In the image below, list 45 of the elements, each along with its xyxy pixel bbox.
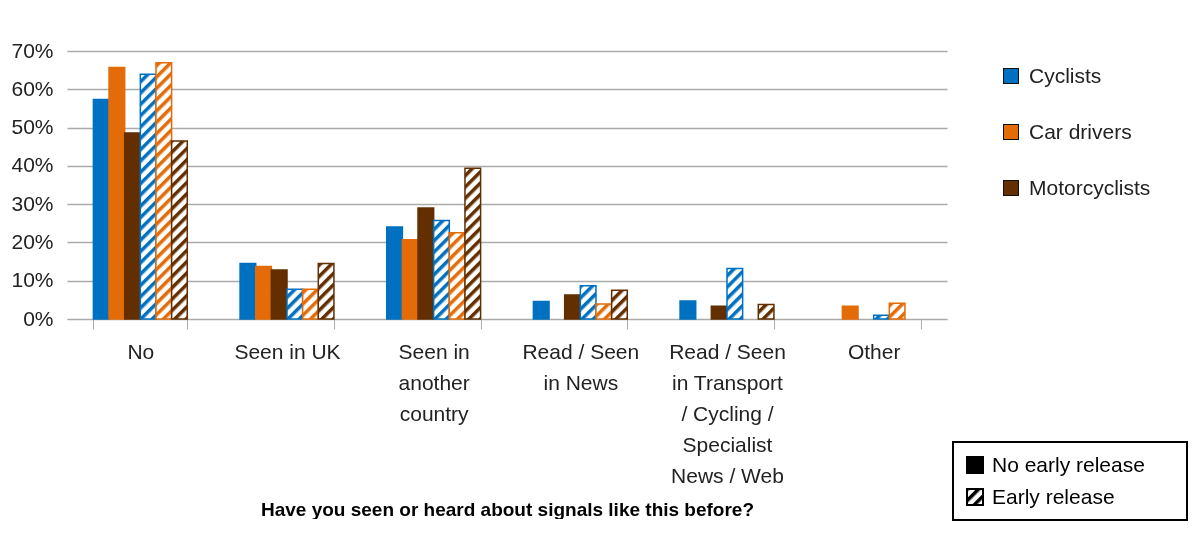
bar	[532, 300, 550, 320]
x-tick-label: Other	[847, 339, 901, 363]
text: Early release	[992, 485, 1115, 509]
legend-label: Motorcyclists	[1029, 176, 1151, 200]
bar	[301, 288, 320, 320]
bar	[108, 66, 126, 320]
legend-label: Cyclists	[1029, 64, 1102, 88]
bar	[563, 294, 582, 320]
bar	[872, 314, 891, 320]
y-tick-label: 20%	[11, 229, 54, 253]
legend-label: Car drivers	[1029, 120, 1132, 144]
bar	[888, 302, 906, 320]
x-tick-label: Seen in another country	[398, 339, 470, 425]
bar	[464, 167, 482, 320]
x-tick-label: No	[127, 339, 155, 363]
bar	[432, 219, 451, 320]
y-tick-label: 30%	[11, 191, 54, 215]
bar	[579, 284, 597, 320]
bar	[757, 303, 775, 320]
bar	[841, 305, 859, 320]
bar	[595, 303, 613, 320]
bar	[385, 226, 404, 320]
y-tick-label: 60%	[11, 76, 54, 100]
x-tick-label: Read / Seen in Transport / Cycling / Specialist News / Web	[669, 339, 786, 487]
bar	[286, 288, 304, 320]
y-tick-label: 50%	[11, 115, 54, 139]
bar	[610, 289, 629, 320]
x-tick-label: Seen in UK	[234, 339, 341, 363]
x-axis-title: Have you seen or heard about signals like this before?	[260, 498, 755, 520]
bar	[170, 140, 189, 320]
bar	[270, 269, 288, 320]
y-tick-label: 70%	[11, 38, 54, 62]
bar	[417, 207, 435, 320]
bar	[239, 262, 257, 320]
text: No early release	[992, 453, 1145, 477]
x-tick-label: Read / Seen in News	[522, 339, 640, 394]
bar	[679, 300, 697, 320]
bar	[155, 62, 173, 320]
y-tick-label: 10%	[11, 268, 54, 292]
bar	[254, 265, 273, 320]
y-tick-label: 40%	[11, 153, 54, 177]
bar	[726, 267, 744, 320]
bar	[317, 262, 335, 320]
y-tick-label: 0%	[23, 306, 54, 330]
bar	[123, 132, 142, 320]
